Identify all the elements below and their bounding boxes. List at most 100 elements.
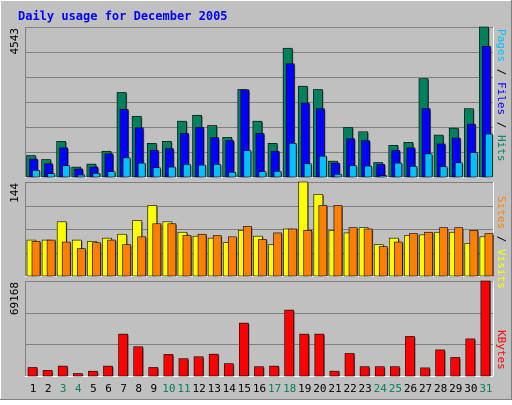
day-label: 29 [449, 382, 462, 395]
kbytes-bar [330, 371, 339, 376]
pages-bar [304, 164, 311, 177]
pages-bar [319, 156, 326, 177]
day-label: 16 [253, 382, 266, 395]
sites-bar [334, 206, 342, 277]
day-label: 5 [90, 382, 97, 395]
day-label: 3 [60, 382, 67, 395]
sites-bar [319, 206, 327, 277]
sites-bar [47, 240, 55, 276]
sites-bar [304, 230, 312, 276]
kbytes-bar [254, 367, 263, 376]
day-label: 8 [135, 382, 142, 395]
sites-bar [470, 230, 478, 276]
kbytes-bar [375, 367, 384, 376]
kbytes-bar [209, 354, 218, 376]
kbytes-max-label: 69168 [8, 282, 21, 315]
pages-bar [455, 163, 462, 177]
day-label: 26 [404, 382, 417, 395]
pages-bar [63, 166, 70, 177]
pages-bar [485, 134, 492, 177]
kbytes-bar [315, 334, 324, 376]
day-label: 31 [479, 382, 492, 395]
kbytes-bar [345, 353, 354, 376]
day-label: 11 [177, 382, 190, 395]
day-label: 7 [120, 382, 127, 395]
day-label: 4 [75, 382, 82, 395]
day-label: 17 [268, 382, 281, 395]
sites-bar [379, 247, 387, 276]
hits-files-pages-legend: Pages / Files / Hits [495, 29, 508, 162]
kbytes-bar [285, 310, 294, 376]
day-label: 13 [208, 382, 221, 395]
files-bar [377, 164, 385, 177]
pages-bar [229, 172, 236, 177]
hits-files-pages-legend-hits: Hits [495, 135, 508, 162]
kbytes-bar [58, 366, 67, 376]
kbytes-bar [43, 370, 52, 376]
pages-bar [350, 166, 357, 177]
kbytes-bar [300, 334, 309, 376]
kbytes-bar [88, 371, 97, 376]
sites-bar [138, 237, 146, 276]
pages-bar [289, 143, 296, 177]
files-bar [226, 141, 234, 177]
sites-bar [228, 237, 236, 276]
hits-files-pages-legend-pages: Pages [495, 29, 508, 62]
pages-bar [365, 166, 372, 177]
sites-bar [243, 226, 251, 276]
sites-bar [123, 245, 131, 276]
sites-bar [455, 228, 463, 276]
hits-files-pages-legend-separator: / [495, 115, 508, 135]
sites-bar [349, 228, 357, 276]
sites-bar [32, 241, 40, 276]
pages-bar [78, 175, 85, 177]
pages-bar [395, 163, 402, 177]
kbytes-legend-kbytes: KBytes [495, 330, 508, 370]
pages-bar [380, 176, 387, 177]
day-label: 14 [223, 382, 237, 395]
day-label: 20 [313, 382, 326, 395]
day-label: 10 [162, 382, 175, 395]
kbytes-panel: 69168 KBytes [8, 281, 508, 377]
kbytes-bar [421, 368, 430, 376]
day-label: 23 [359, 382, 372, 395]
visits-max-label: 144 [8, 183, 21, 203]
sites-bar [168, 224, 176, 276]
sites-bar [183, 236, 191, 276]
pages-bar [410, 166, 417, 177]
day-label: 28 [434, 382, 447, 395]
pages-bar [33, 170, 40, 177]
pages-bar [123, 158, 130, 177]
day-label: 19 [298, 382, 311, 395]
pages-bar [138, 163, 145, 177]
sites-bar [289, 229, 297, 276]
day-label: 25 [389, 382, 402, 395]
sites-bar [198, 234, 206, 276]
day-label: 24 [374, 382, 388, 395]
sites-bar [77, 249, 85, 276]
visits-sites-legend: Sites / Visits [495, 196, 508, 289]
day-label: 6 [105, 382, 112, 395]
kbytes-bar [405, 336, 414, 376]
pages-bar [425, 154, 432, 177]
kbytes-bar [119, 334, 128, 376]
sites-bar [394, 242, 402, 276]
pages-bar [153, 168, 160, 177]
pages-bar [199, 165, 206, 177]
sites-bar [153, 224, 161, 276]
day-label: 15 [238, 382, 251, 395]
kbytes-bar [390, 367, 399, 376]
day-label: 18 [283, 382, 296, 395]
kbytes-bar [224, 364, 233, 376]
kbytes-bar [179, 359, 188, 376]
kbytes-bar [466, 339, 475, 376]
kbytes-bar [239, 323, 248, 376]
pages-bar [168, 167, 175, 177]
sites-bar [62, 242, 70, 276]
visits-sites-panel: 144 Sites / Visits [8, 182, 508, 289]
files-bar [256, 133, 264, 177]
sites-bar [364, 229, 372, 276]
kbytes-bar [481, 281, 490, 376]
